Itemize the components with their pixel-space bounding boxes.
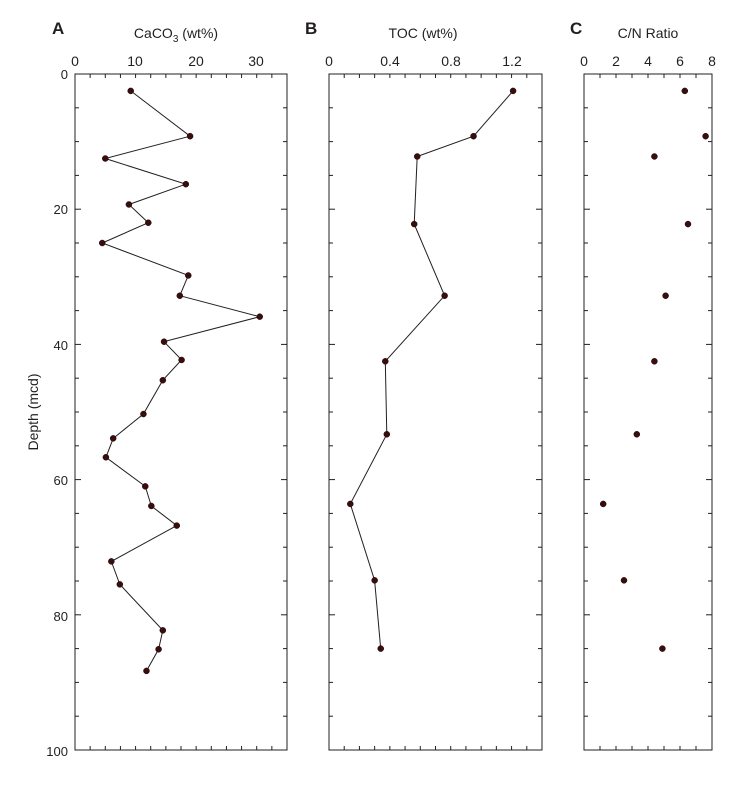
- data-point: [702, 132, 709, 140]
- data-point: [143, 667, 150, 675]
- data-point: [382, 358, 389, 365]
- data-point: [109, 435, 117, 442]
- y-tick-label: 100: [46, 744, 68, 759]
- data-point: [681, 87, 689, 95]
- x-tick-label: 1.2: [502, 53, 522, 69]
- panel-b-ticks: [328, 73, 543, 751]
- data-point: [410, 220, 418, 228]
- panel-a-series-line: [100, 90, 262, 672]
- data-point: [159, 376, 167, 384]
- x-tick-label: 0: [71, 53, 79, 69]
- data-point: [347, 500, 354, 508]
- data-point: [155, 646, 162, 653]
- x-tick-label: 2: [612, 53, 620, 69]
- panel-a: A CaCO3 (wt%) 0 10 20 30: [52, 19, 288, 751]
- x-tick-label: 0.8: [441, 53, 461, 69]
- panel-c-frame: [583, 73, 713, 751]
- x-tick-label: 30: [248, 53, 264, 69]
- panel-c-letter: C: [570, 19, 582, 38]
- data-point: [99, 239, 106, 247]
- data-point: [148, 502, 155, 510]
- y-tick-label: 60: [54, 473, 68, 488]
- x-tick-label: 0: [325, 53, 333, 69]
- y-tick-label: 40: [54, 338, 68, 353]
- panel-a-x-axis-title: CaCO3 (wt%): [134, 25, 218, 45]
- data-point: [383, 431, 391, 438]
- y-axis-title: Depth (mcd): [25, 373, 41, 450]
- panel-b-series-line: [349, 90, 514, 649]
- data-point: [413, 153, 421, 160]
- panel-c-x-axis-title: C/N Ratio: [618, 25, 679, 41]
- panel-a-x-axis-title-subscript: 3: [173, 34, 179, 45]
- data-point: [651, 358, 658, 365]
- data-point: [182, 180, 190, 188]
- x-tick-label: 0.4: [380, 53, 400, 69]
- data-point: [140, 410, 147, 418]
- data-point: [651, 153, 658, 160]
- data-point: [186, 132, 194, 140]
- data-point: [102, 454, 110, 461]
- data-point: [684, 220, 692, 228]
- x-tick-label: 4: [644, 53, 652, 69]
- panel-b: B TOC (wt%) 0 0.4 0.8 1.2: [305, 19, 543, 751]
- panel-b-points: [347, 87, 517, 652]
- data-point: [509, 87, 517, 95]
- data-point: [633, 431, 641, 438]
- data-point: [441, 292, 448, 299]
- y-tick-label: 20: [54, 202, 68, 217]
- data-point: [659, 645, 666, 652]
- panel-c-x-tick-labels: 0 2 4 6 8: [580, 53, 716, 69]
- data-point: [116, 581, 124, 588]
- x-tick-label: 10: [127, 53, 143, 69]
- data-point: [160, 338, 168, 345]
- panel-a-x-tick-labels: 0 10 20 30: [71, 53, 264, 69]
- panel-a-x-axis-title-main: CaCO: [134, 25, 173, 41]
- y-tick-labels: 0 20 40 60 80 100: [46, 67, 68, 759]
- data-point: [159, 627, 167, 634]
- panel-c-points: [599, 87, 709, 652]
- x-tick-label: 6: [676, 53, 684, 69]
- data-point: [599, 500, 607, 508]
- y-tick-label: 0: [61, 67, 68, 82]
- data-point: [127, 87, 134, 95]
- data-point: [662, 292, 669, 299]
- x-tick-label: 8: [708, 53, 716, 69]
- data-point: [145, 219, 152, 226]
- x-tick-label: 0: [580, 53, 588, 69]
- data-point: [178, 356, 185, 364]
- panel-b-x-axis-title: TOC (wt%): [389, 25, 458, 41]
- panel-b-frame: [328, 73, 543, 751]
- data-point: [371, 577, 378, 584]
- data-point: [256, 313, 263, 320]
- data-point: [377, 645, 384, 652]
- data-point: [470, 132, 477, 140]
- data-point: [176, 292, 184, 299]
- panel-b-x-tick-labels: 0 0.4 0.8 1.2: [325, 53, 522, 69]
- data-point: [173, 522, 181, 529]
- data-point: [125, 201, 133, 208]
- panel-a-letter: A: [52, 19, 64, 38]
- panel-a-points: [99, 87, 263, 675]
- panel-a-ticks: [74, 73, 288, 751]
- panel-a-frame: [74, 73, 288, 751]
- panel-b-letter: B: [305, 19, 317, 38]
- data-point: [185, 272, 192, 279]
- x-tick-label: 20: [188, 53, 204, 69]
- data-point: [102, 155, 109, 162]
- panel-c-ticks: [583, 73, 713, 751]
- data-point: [620, 577, 628, 584]
- panel-c: C C/N Ratio 0 2 4 6 8: [570, 19, 716, 751]
- y-tick-label: 80: [54, 609, 68, 624]
- panel-a-x-axis-title-suffix: (wt%): [178, 25, 218, 41]
- data-point: [142, 483, 149, 490]
- data-point: [108, 558, 115, 565]
